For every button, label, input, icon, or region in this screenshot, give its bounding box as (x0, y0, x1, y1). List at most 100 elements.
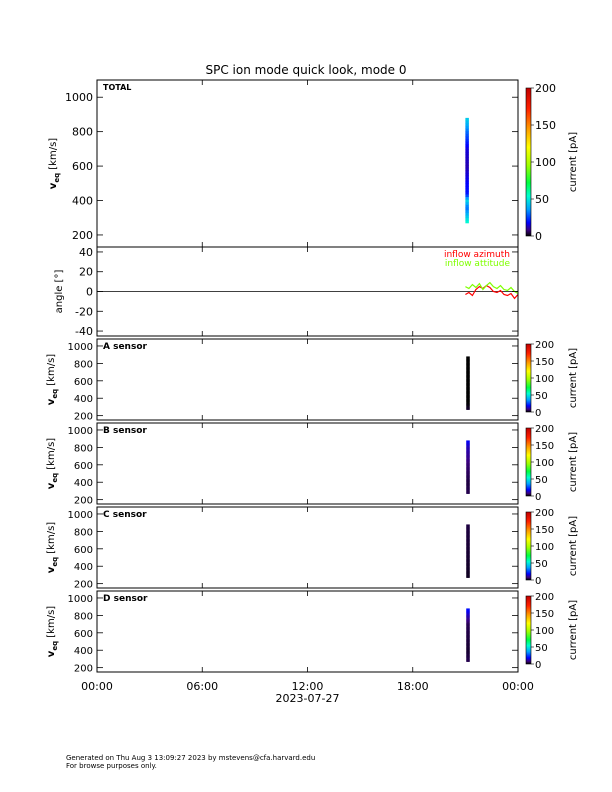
y-tick-label: 400 (74, 562, 93, 573)
legend-entry: inflow azimuth (444, 250, 510, 260)
x-tick-label: 12:00 (292, 680, 324, 693)
colorbar-tick-label: 0 (535, 408, 541, 419)
y-tick-label: 200 (74, 664, 93, 675)
heatmap-cell (466, 638, 470, 641)
heatmap-cell (466, 480, 470, 482)
heatmap-cell (466, 472, 470, 475)
colorbar (525, 427, 532, 497)
heatmap-cell (466, 455, 470, 457)
heatmap-cell (466, 525, 470, 528)
y-tick-label: 200 (72, 229, 93, 242)
colorbar (525, 595, 532, 665)
y-axis-label: veq [km/s] (48, 138, 61, 189)
y-tick-label: -20 (75, 305, 93, 318)
heatmap-cell (465, 154, 469, 158)
heatmap-cell (466, 556, 470, 559)
panel-label: TOTAL (103, 83, 131, 92)
heatmap-cell (465, 217, 469, 221)
heatmap-cell (466, 574, 470, 577)
heatmap-cell (466, 611, 470, 613)
heatmap-cell (466, 444, 470, 447)
heatmap-cell (465, 212, 469, 216)
heatmap-cell (466, 390, 470, 393)
y-tick-label: 400 (74, 646, 93, 657)
heatmap-cell (465, 196, 469, 200)
time-axis: 00:00 06:00 12:00 18:00 00:00 2023-07-27 (81, 680, 534, 705)
heatmap-cell (466, 384, 470, 387)
heatmap-cell (466, 540, 470, 543)
heatmap-cell (466, 356, 470, 359)
heatmap-cell (466, 375, 470, 377)
heatmap-cell (466, 385, 470, 388)
heatmap-cell (466, 440, 470, 443)
y-axis-label: veq [km/s] (46, 522, 59, 573)
heatmap-cell (466, 457, 470, 460)
heatmap-cell (466, 477, 470, 480)
heatmap-cell (466, 448, 470, 451)
heatmap-cell (466, 634, 470, 637)
heatmap-cell (466, 653, 470, 656)
heatmap-cell (466, 376, 470, 379)
heatmap-cell (466, 402, 470, 405)
panel-frame (96, 338, 519, 421)
colorbar-tick-label: 50 (535, 559, 548, 570)
heatmap-cell (466, 576, 470, 578)
colorbar-tick-label: 150 (535, 357, 554, 368)
heatmap-cell (465, 152, 469, 156)
heatmap-cell (466, 404, 470, 406)
heatmap-cell (466, 476, 470, 479)
y-tick-label: 20 (79, 266, 93, 279)
y-tick-label: -40 (75, 325, 93, 338)
heatmap-cell (466, 453, 470, 456)
heatmap-cell (466, 543, 470, 545)
heatmap-cell (465, 136, 469, 140)
heatmap-cell (466, 464, 470, 467)
panel-label: B sensor (103, 426, 147, 436)
y-axis-label: veq [km/s] (46, 354, 59, 405)
heatmap-cell (466, 544, 470, 547)
heatmap-cell (465, 220, 469, 224)
colorbar-tick-label: 0 (535, 230, 542, 243)
heatmap-cell (466, 473, 470, 476)
heatmap-cell (466, 625, 470, 628)
heatmap-cell (466, 636, 470, 639)
heatmap-cell (466, 474, 470, 477)
heatmap-cell (465, 146, 469, 150)
y-tick-label: 600 (74, 545, 93, 556)
y-tick-label: 600 (74, 629, 93, 640)
heatmap-cell (466, 644, 470, 647)
colorbar-tick-label: 100 (535, 374, 554, 385)
heatmap-cell (465, 125, 469, 129)
x-tick-label: 00:00 (81, 680, 113, 693)
colorbar-tick-label: 200 (535, 424, 554, 435)
heatmap-cell (466, 615, 470, 617)
colorbar-tick-label: 150 (535, 525, 554, 536)
heatmap-cell (466, 524, 470, 527)
heatmap-cell (466, 465, 470, 468)
heatmap-cell (466, 632, 470, 635)
heatmap-cell (466, 536, 470, 539)
heatmap-cell (465, 209, 469, 213)
heatmap-cell (465, 157, 469, 161)
heatmap-cell (466, 484, 470, 486)
heatmap-cell (466, 609, 470, 612)
colorbar-tick-label: 200 (535, 82, 556, 95)
heatmap-cell (466, 389, 470, 392)
heatmap-cell (466, 443, 470, 445)
heatmap-cell (465, 178, 469, 182)
heatmap-cell (466, 361, 470, 364)
heatmap-cell (465, 138, 469, 142)
heatmap-cell (466, 546, 470, 549)
y-tick-label: 1000 (68, 510, 93, 521)
heatmap-cell (466, 394, 470, 397)
heatmap-cell (466, 648, 470, 650)
heatmap-cell (465, 170, 469, 174)
panel-label: C sensor (103, 510, 147, 520)
heatmap-cell (466, 357, 470, 360)
heatmap-cell (466, 365, 470, 368)
heatmap-cell (466, 570, 470, 573)
heatmap-cell (465, 165, 469, 169)
